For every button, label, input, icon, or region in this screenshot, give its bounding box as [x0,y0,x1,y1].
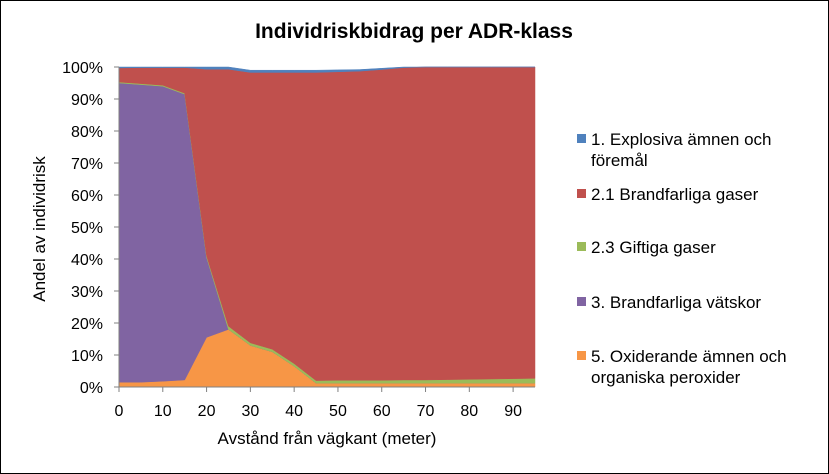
y-tick-label: 0% [80,380,103,397]
legend: 1. Explosiva ämnen och föremål 2.1 Brandfa… [577,130,787,387]
y-tick-label: 20% [71,316,103,333]
legend-label: 5. Oxiderande ämnen och organiska peroxid… [591,347,787,387]
legend-item: 3. Brandfarliga vätskor [577,293,761,312]
y-tick-label: 100% [62,60,103,77]
x-tick-label: 80 [460,403,478,420]
legend-label: 3. Brandfarliga vätskor [591,293,761,312]
x-axis-ticks: 0 10 20 30 40 50 60 70 80 90 [115,387,522,420]
y-tick-label: 40% [71,252,103,269]
y-tick-label: 60% [71,188,103,205]
chart-title: Individriskbidrag per ADR-klass [255,20,573,43]
legend-swatch [577,189,586,198]
x-tick-label: 90 [504,403,522,420]
y-axis-ticks: 0% 10% 20% 30% 40% 50% 60% 70% 80% 90% 100% [62,60,119,397]
legend-item: 1. Explosiva ämnen och föremål [577,130,772,170]
x-tick-label: 70 [417,403,435,420]
legend-swatch [577,351,586,360]
x-tick-label: 10 [154,403,172,420]
y-tick-label: 90% [71,92,103,109]
x-axis-label: Avstånd från vägkant (meter) [218,429,437,448]
area-series-5 [118,66,535,73]
stacked-areas [118,66,536,388]
x-tick-label: 30 [241,403,259,420]
legend-item: 2.1 Brandfarliga gaser [577,185,759,204]
legend-label: 2.3 Giftiga gaser [591,238,716,257]
legend-label: 1. Explosiva ämnen och föremål [591,130,772,170]
y-tick-label: 70% [71,156,103,173]
x-tick-label: 40 [285,403,303,420]
y-tick-label: 30% [71,284,103,301]
legend-item: 2.3 Giftiga gaser [577,238,716,257]
x-tick-label: 0 [115,403,124,420]
legend-label: 2.1 Brandfarliga gaser [591,185,759,204]
legend-swatch [577,134,586,143]
y-axis-label: Andel av individrisk [30,156,49,302]
legend-item: 5. Oxiderande ämnen och organiska peroxid… [577,347,787,387]
y-tick-label: 80% [71,124,103,141]
y-tick-label: 50% [71,220,103,237]
x-tick-label: 60 [373,403,391,420]
legend-swatch [577,297,586,306]
legend-swatch [577,242,586,251]
x-tick-label: 50 [329,403,347,420]
y-tick-label: 10% [71,348,103,365]
x-tick-label: 20 [198,403,216,420]
